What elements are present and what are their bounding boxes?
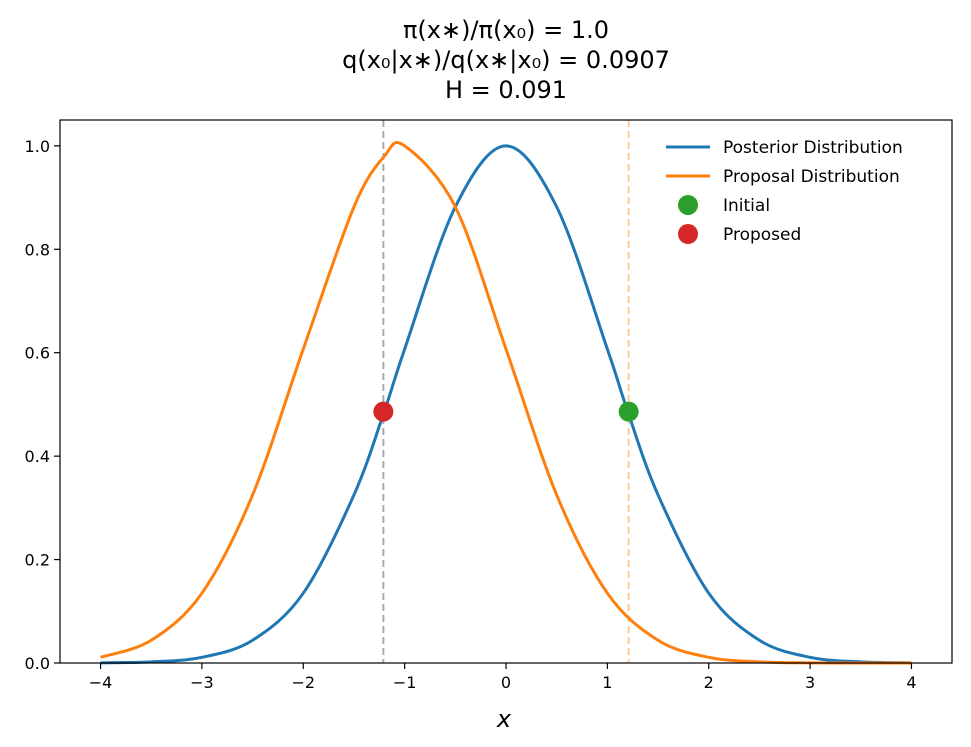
legend-label-2: Proposal Distribution	[723, 167, 900, 187]
legend-swatch-4	[678, 224, 698, 244]
x-tick-label: −2	[291, 673, 315, 692]
x-tick-label: 0	[501, 673, 511, 692]
y-tick-label: 0.4	[25, 447, 50, 466]
series-line-1	[100, 144, 912, 665]
x-axis-label: x	[496, 705, 512, 733]
series-point-4	[373, 401, 394, 422]
legend: Posterior Distribution Proposal Distribut…	[666, 138, 903, 245]
title-line-2: q(x₀|x∗)/q(x∗|x₀) = 0.0907	[342, 46, 670, 74]
y-tick-label: 0.0	[25, 654, 50, 673]
legend-label-1: Posterior Distribution	[723, 138, 903, 158]
x-tick-label: −3	[190, 673, 214, 692]
series-line-2	[100, 140, 912, 665]
legend-label-4: Proposed	[723, 225, 801, 245]
axes-frame	[59, 119, 953, 664]
x-tick-label: 3	[805, 673, 815, 692]
chart-title: π(x∗)/π(x₀) = 1.0q(x₀|x∗)/q(x∗|x₀) = 0.0…	[342, 16, 670, 104]
x-tick-label: −4	[89, 673, 113, 692]
y-tick-label: 1.0	[25, 137, 50, 156]
legend-label-3: Initial	[723, 196, 770, 216]
legend-swatch-3	[678, 195, 698, 215]
x-tick-label: −1	[393, 673, 417, 692]
title-line-1: π(x∗)/π(x₀) = 1.0	[403, 16, 609, 44]
y-tick-label: 0.6	[25, 344, 50, 363]
plot-area	[100, 120, 912, 665]
axes: −4 −3 −2 −1 0 1 2 3 4 0.0 0.2 0.4 0.6 0.8 1.0	[25, 119, 953, 692]
x-tick-label: 4	[906, 673, 916, 692]
x-tick-label: 2	[704, 673, 714, 692]
title-line-3: H = 0.091	[445, 76, 567, 104]
x-tick-label: 1	[602, 673, 612, 692]
y-tick-label: 0.2	[25, 551, 50, 570]
series-point-3	[618, 401, 639, 422]
y-tick-label: 0.8	[25, 240, 50, 259]
